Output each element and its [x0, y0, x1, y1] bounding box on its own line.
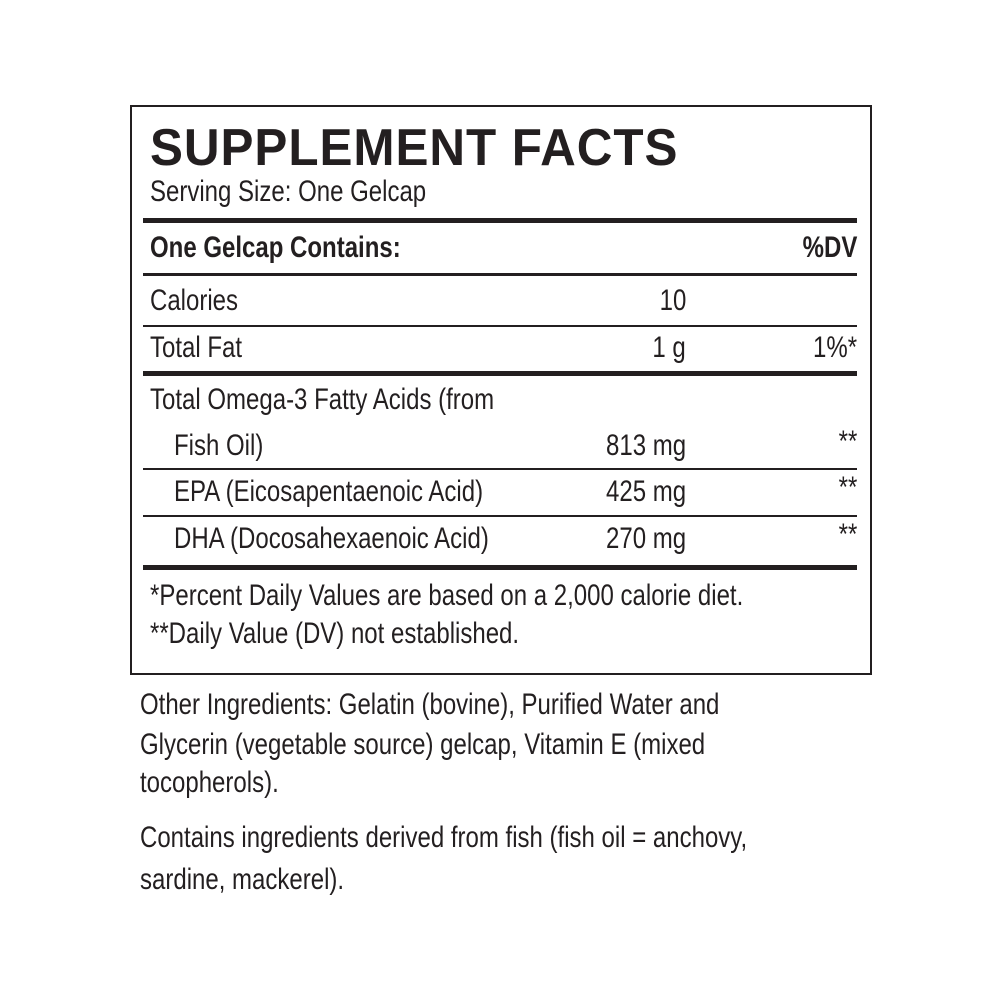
divider	[143, 325, 857, 327]
row-name: Total Fat	[150, 331, 243, 364]
serving-size: Serving Size: One Gelcap	[150, 175, 427, 208]
row-amount: 1 g	[652, 331, 686, 364]
footnote: **Daily Value (DV) not established.	[150, 617, 520, 650]
divider	[143, 218, 857, 223]
other-ingredients: tocopherols).	[140, 766, 279, 799]
row-amount: 270 mg	[605, 522, 686, 555]
row-dv: 1%*	[812, 331, 857, 364]
allergen-statement: sardine, mackerel).	[140, 863, 345, 896]
divider	[143, 565, 857, 570]
allergen-statement: Contains ingredients derived from fish (…	[140, 821, 748, 854]
row-dv: **	[838, 518, 857, 551]
divider	[143, 371, 857, 376]
header-dv: %DV	[802, 231, 857, 264]
row-amount: 813 mg	[605, 429, 686, 462]
divider	[143, 273, 857, 276]
footnote: *Percent Daily Values are based on a 2,0…	[150, 579, 744, 612]
header-label: One Gelcap Contains:	[150, 231, 401, 264]
row-name: Total Omega-3 Fatty Acids (from	[150, 383, 495, 416]
row-name-continued: Fish Oil)	[174, 429, 264, 462]
other-ingredients: Glycerin (vegetable source) gelcap, Vita…	[140, 728, 706, 761]
row-amount: 425 mg	[605, 475, 686, 508]
other-ingredients: Other Ingredients: Gelatin (bovine), Pur…	[140, 688, 720, 721]
supplement-facts-panel	[130, 105, 872, 675]
divider	[143, 468, 857, 470]
row-name: DHA (Docosahexaenoic Acid)	[174, 522, 489, 555]
panel-title: SUPPLEMENT FACTS	[150, 119, 679, 177]
row-dv: **	[838, 471, 857, 504]
row-dv: **	[838, 425, 857, 458]
divider	[143, 515, 857, 517]
row-name: Calories	[150, 284, 239, 317]
row-amount: 10	[659, 284, 686, 317]
row-name: EPA (Eicosapentaenoic Acid)	[174, 475, 484, 508]
